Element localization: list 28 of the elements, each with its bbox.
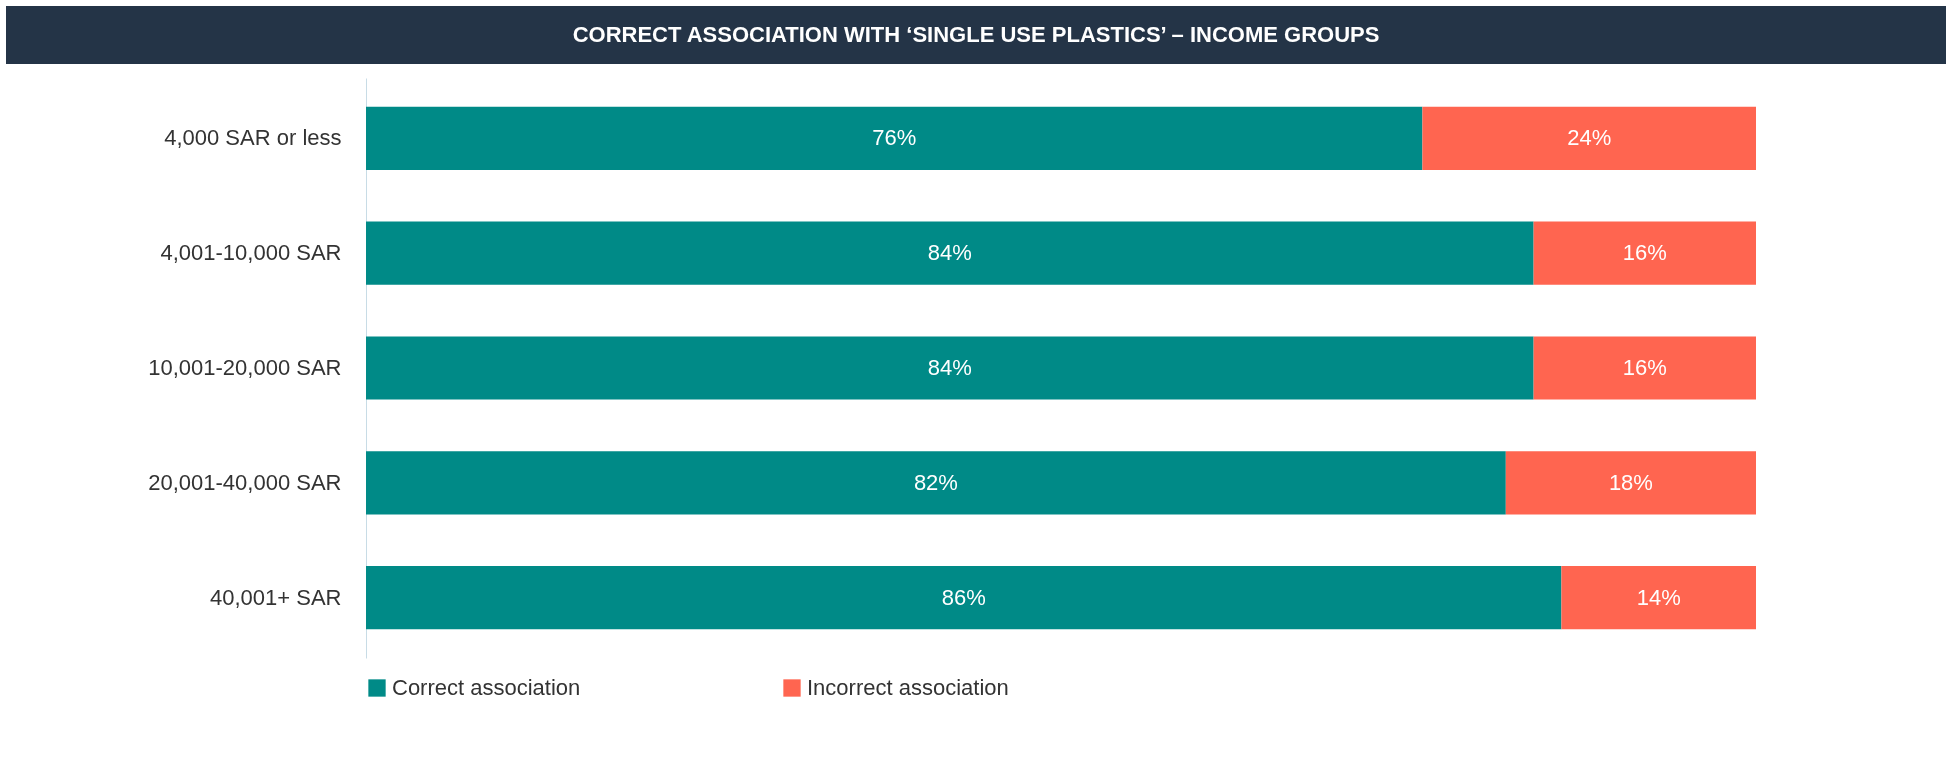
data-label: 84%: [927, 355, 972, 380]
y-tick-label: 20,001-40,000 SAR: [148, 469, 342, 495]
data-label: 86%: [941, 584, 986, 610]
bar: [366, 336, 1534, 400]
bar: [1422, 106, 1756, 170]
y-tick-label: 40,001+ SAR: [210, 584, 342, 610]
legend-label: Incorrect association: [807, 675, 1009, 700]
bar: [1533, 336, 1756, 400]
bar: [366, 106, 1423, 170]
bar: [1533, 221, 1756, 285]
y-tick-label: 4,001-10,000 SAR: [160, 240, 342, 266]
data-label: 82%: [913, 469, 958, 495]
y-tick-label: 4,000 SAR or less: [164, 125, 342, 151]
data-label: 16%: [1622, 240, 1667, 266]
bar: [366, 451, 1506, 515]
data-label: 16%: [1622, 355, 1667, 380]
bar: [1561, 566, 1756, 630]
data-label: 76%: [872, 125, 917, 151]
data-label: 14%: [1636, 584, 1681, 610]
data-label: 84%: [927, 240, 972, 266]
data-label: 18%: [1608, 469, 1653, 495]
legend-label: Correct association: [392, 675, 581, 700]
data-label: 24%: [1567, 125, 1612, 151]
bar: [1505, 451, 1756, 515]
bar: [366, 221, 1534, 285]
y-tick-label: 10,001-20,000 SAR: [148, 355, 342, 380]
bar: [366, 566, 1562, 630]
chart-title: CORRECT ASSOCIATION WITH ‘SINGLE USE PLASTICS’ – INCOME GROUPS: [572, 22, 1380, 47]
